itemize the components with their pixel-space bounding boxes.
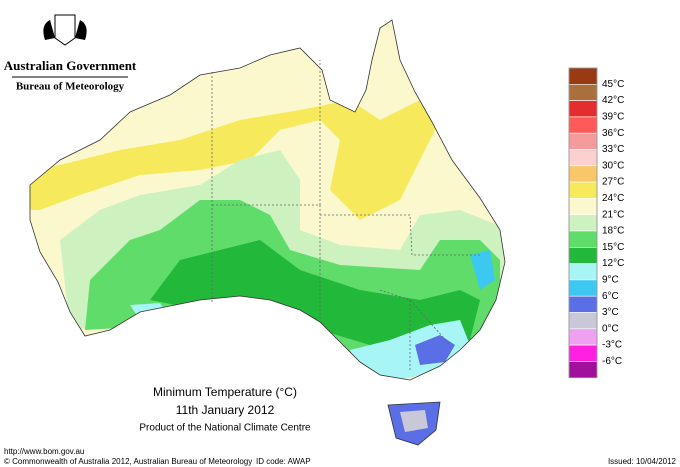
legend-label: 30°C [602, 160, 624, 171]
url: http://www.bom.gov.au [4, 447, 84, 456]
legend: 45°C 42°C 39°C 36°C 33°C 30°C 27°C 24°C 21°C 18°C… [568, 67, 624, 379]
legend-swatch [568, 263, 598, 281]
legend-label: 39°C [602, 112, 624, 123]
legend-label: 21°C [602, 209, 624, 220]
map-title: Minimum Temperature (°C) [153, 385, 297, 399]
legend-label: 18°C [602, 226, 624, 237]
legend-label: 45°C [602, 79, 624, 90]
borders [29, 19, 506, 446]
legend-swatch [568, 312, 598, 330]
legend-swatch [568, 84, 598, 101]
map-date: 11th January 2012 [176, 403, 275, 417]
bureau-name: Bureau of Meteorology [16, 81, 125, 93]
legend-swatch [568, 214, 598, 232]
legend-label: 6°C [602, 291, 619, 302]
legend-label: 36°C [602, 128, 624, 139]
legend-label: 27°C [602, 177, 624, 188]
legend-swatch [568, 116, 598, 134]
legend-swatch [568, 100, 598, 118]
legend-swatch [568, 67, 598, 85]
legend-swatch [568, 328, 598, 346]
copyright: © Commonwealth of Australia 2012, Austra… [4, 457, 252, 466]
legend-label: 12°C [602, 258, 624, 269]
legend-swatch [568, 132, 598, 150]
legend-swatch [568, 279, 598, 297]
legend-swatch [568, 295, 598, 313]
legend-label: 3°C [602, 307, 619, 318]
legend-swatch [568, 230, 598, 248]
legend-swatch [568, 181, 598, 199]
legend-swatch [568, 149, 598, 167]
legend-swatch [568, 247, 598, 264]
government-name: Australian Government [4, 58, 137, 73]
legend-swatch [568, 198, 598, 215]
legend-swatch [568, 361, 598, 378]
legend-label: 24°C [602, 193, 624, 204]
legend-label: 0°C [602, 323, 619, 334]
legend-swatch [568, 165, 598, 183]
legend-label: -6°C [602, 356, 622, 367]
issued-date: Issued: 10/04/2012 [608, 457, 677, 466]
legend-label: 9°C [602, 275, 619, 286]
legend-label: -3°C [602, 340, 622, 351]
legend-swatch [568, 344, 598, 362]
legend-frame [568, 67, 598, 379]
id-code: ID code: AWAP [256, 457, 311, 466]
product-note: Product of the National Climate Centre [139, 423, 311, 434]
legend-label: 33°C [602, 144, 624, 155]
legend-label: 42°C [602, 95, 624, 106]
logo: Australian Government Bureau of Meteorol… [4, 14, 137, 93]
legend-label: 15°C [602, 242, 624, 253]
